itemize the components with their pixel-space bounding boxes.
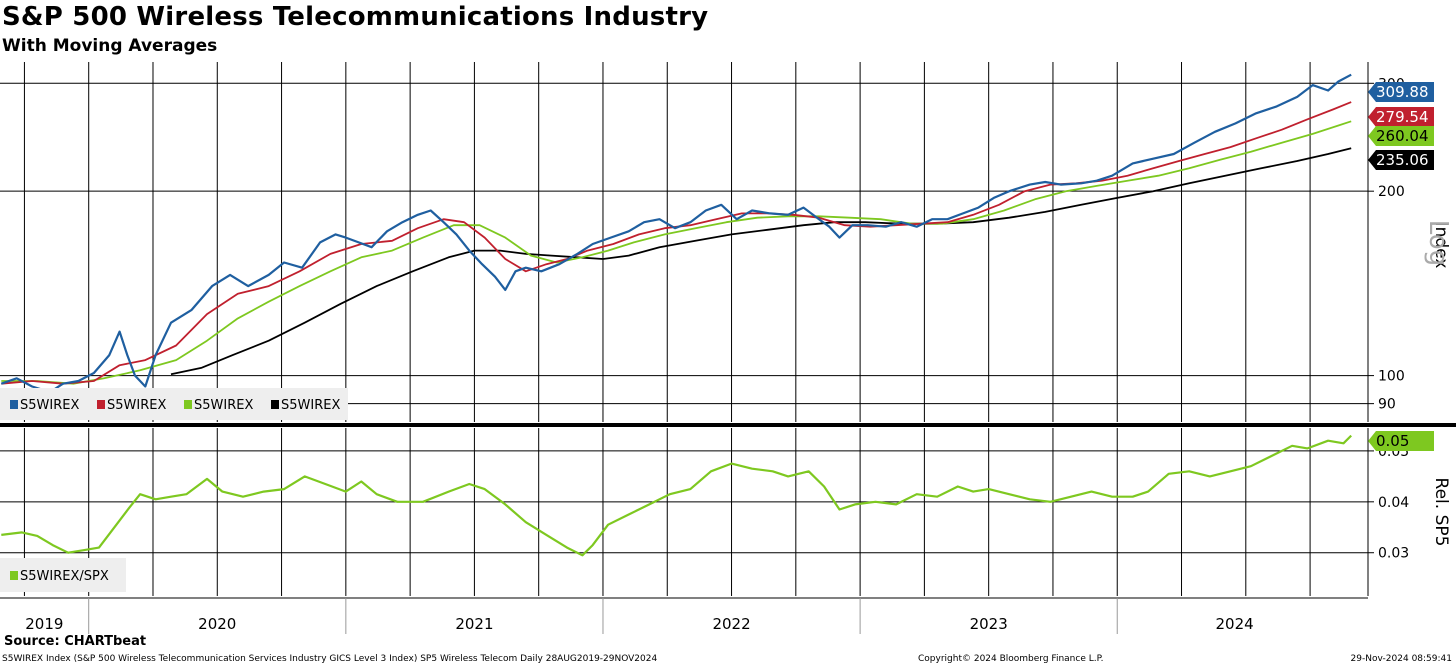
legend-swatch bbox=[10, 400, 18, 409]
footer-description: S5WIREX Index (S&P 500 Wireless Telecomm… bbox=[2, 654, 658, 664]
last-value-tag bbox=[1368, 431, 1434, 451]
y-tick-label: 200 bbox=[1378, 184, 1405, 200]
last-value-tag bbox=[1368, 82, 1434, 102]
lower-legend-box bbox=[0, 558, 126, 592]
lower-axis-title: Rel. SP5 bbox=[1431, 478, 1451, 547]
last-value-label: 260.04 bbox=[1376, 127, 1429, 145]
log-scale-label: Log bbox=[1423, 220, 1453, 266]
last-value-label: 0.05 bbox=[1376, 432, 1409, 450]
series-line bbox=[1, 101, 1352, 385]
footer-timestamp: 29-Nov-2024 08:59:41 bbox=[1350, 654, 1452, 664]
source-label: Source: CHARTbeat bbox=[4, 634, 147, 649]
legend-label: S5WIREX bbox=[194, 398, 253, 413]
upper-legend-box bbox=[0, 388, 348, 420]
last-value-tag bbox=[1368, 126, 1434, 146]
last-value-tag bbox=[1368, 107, 1434, 127]
series-line bbox=[1, 120, 1352, 385]
x-tick-label: 2020 bbox=[198, 615, 236, 633]
last-value-label: 235.06 bbox=[1376, 151, 1429, 169]
y-tick-label: 100 bbox=[1378, 369, 1405, 385]
chart-subtitle: With Moving Averages bbox=[2, 36, 218, 56]
y-tick-label: 0.04 bbox=[1378, 495, 1409, 511]
x-tick-label: 2024 bbox=[1216, 615, 1254, 633]
legend-label: S5WIREX bbox=[20, 398, 79, 413]
last-value-label: 279.54 bbox=[1376, 108, 1429, 126]
series-line bbox=[1, 434, 1352, 557]
legend-swatch bbox=[184, 400, 192, 409]
series-line bbox=[0, 73, 1352, 394]
legend-label: S5WIREX bbox=[281, 398, 340, 413]
chart-title: S&P 500 Wireless Telecommunications Indu… bbox=[2, 2, 709, 32]
x-tick-label: 2022 bbox=[712, 615, 750, 633]
y-tick-label: 0.03 bbox=[1378, 546, 1409, 562]
panel-separator bbox=[0, 423, 1456, 427]
footer-copyright: Copyright© 2024 Bloomberg Finance L.P. bbox=[918, 654, 1104, 664]
legend-label: S5WIREX bbox=[107, 398, 166, 413]
legend-label: S5WIREX/SPX bbox=[20, 569, 109, 584]
upper-axis-title: Index bbox=[1431, 222, 1451, 269]
last-value-tag bbox=[1368, 150, 1434, 170]
x-tick-label: 2023 bbox=[970, 615, 1008, 633]
legend-swatch bbox=[97, 400, 105, 409]
y-tick-label: 90 bbox=[1378, 397, 1396, 413]
legend-swatch bbox=[10, 571, 18, 580]
last-value-label: 309.88 bbox=[1376, 83, 1429, 101]
legend-swatch bbox=[271, 400, 279, 409]
series-line bbox=[170, 147, 1352, 376]
x-tick-label: 2021 bbox=[455, 615, 493, 633]
x-tick-label: 2019 bbox=[25, 615, 63, 633]
